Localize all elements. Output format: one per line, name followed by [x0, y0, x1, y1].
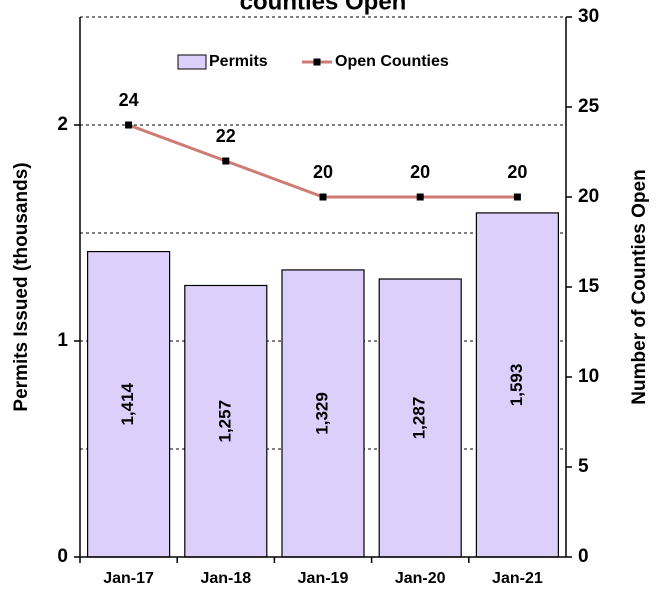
line-marker [125, 121, 133, 129]
bar-value-label: 1,593 [507, 364, 526, 407]
x-tick-label: Jan-20 [395, 570, 446, 587]
y2-tick-label: 15 [578, 276, 600, 297]
x-tick-label: Jan-17 [103, 570, 154, 587]
y2-tick-label: 25 [578, 96, 600, 117]
y-tick-label: 1 [57, 330, 68, 351]
line-value-label: 20 [410, 162, 430, 182]
line-value-label: 20 [313, 162, 333, 182]
y2-tick-label: 10 [578, 366, 599, 387]
legend-label: Open Counties [335, 53, 449, 70]
line-value-label: 22 [216, 126, 236, 146]
y2-tick-label: 0 [578, 546, 589, 567]
legend: Permits Open Counties [177, 53, 449, 70]
x-tick-label: Jan-18 [200, 570, 251, 587]
line-marker [319, 193, 327, 201]
y2-tick-label: 20 [578, 186, 599, 207]
y2-tick-label: 30 [578, 6, 599, 27]
line-marker [416, 193, 424, 201]
legend-label: Permits [209, 53, 268, 70]
x-tick-label: Jan-21 [492, 570, 543, 587]
bar-value-label: 1,414 [118, 382, 137, 425]
legend-marker [313, 58, 321, 66]
line-marker [513, 193, 521, 201]
y-axis-label: Permits Issued (thousands) [11, 162, 32, 411]
bar-value-label: 1,287 [410, 397, 429, 440]
bar-value-label: 1,329 [312, 392, 331, 435]
chart-title: counties Open [240, 0, 407, 15]
bar [475, 212, 559, 558]
line-value-label: 24 [119, 90, 139, 110]
bar-value-label: 1,257 [215, 400, 234, 443]
y-tick-label: 2 [57, 114, 68, 135]
legend-swatch [177, 54, 207, 70]
y2-axis-label: Number of Counties Open [629, 169, 650, 404]
y2-tick-label: 5 [578, 456, 589, 477]
x-tick-label: Jan-19 [298, 570, 349, 587]
y-tick-label: 0 [57, 546, 68, 567]
line-value-label: 20 [507, 162, 527, 182]
line-marker [222, 157, 230, 165]
